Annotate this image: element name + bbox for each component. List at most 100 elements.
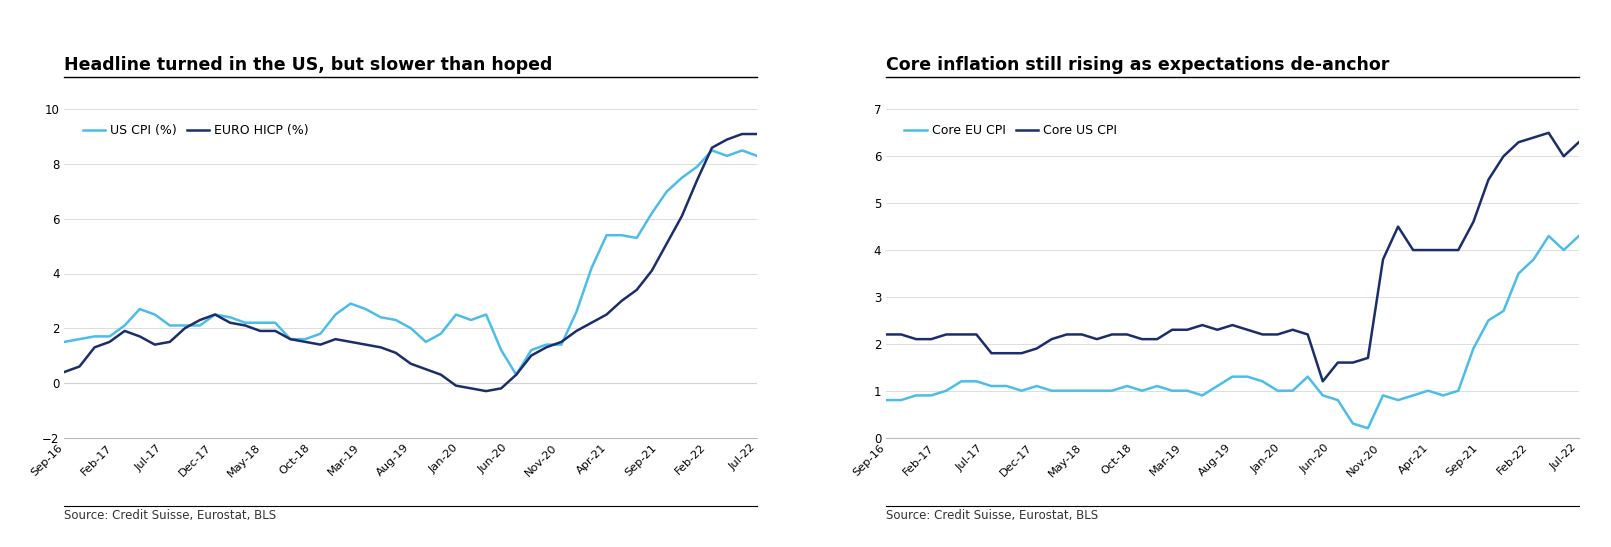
US CPI (%) xyxy=(506,371,525,378)
EURO HICP (%) xyxy=(461,385,480,392)
Core US CPI xyxy=(1042,336,1062,342)
US CPI (%) xyxy=(688,164,707,170)
EURO HICP (%) xyxy=(311,341,330,348)
Core EU CPI xyxy=(1403,392,1423,399)
Text: Source: Credit Suisse, Eurostat, BLS: Source: Credit Suisse, Eurostat, BLS xyxy=(64,509,277,522)
EURO HICP (%) xyxy=(717,136,736,143)
Core EU CPI xyxy=(1434,392,1453,399)
US CPI (%) xyxy=(567,309,586,315)
US CPI (%) xyxy=(100,333,119,340)
EURO HICP (%) xyxy=(688,177,707,184)
Core US CPI xyxy=(1237,327,1257,333)
US CPI (%) xyxy=(356,306,375,312)
Core EU CPI xyxy=(1510,270,1529,277)
Core EU CPI xyxy=(1147,383,1166,389)
Core US CPI xyxy=(1253,331,1273,337)
US CPI (%) xyxy=(551,341,570,348)
EURO HICP (%) xyxy=(325,336,345,342)
EURO HICP (%) xyxy=(582,319,601,326)
Core EU CPI xyxy=(1237,374,1257,380)
Core EU CPI xyxy=(1358,425,1377,432)
EURO HICP (%) xyxy=(130,333,150,340)
Text: Source: Credit Suisse, Eurostat, BLS: Source: Credit Suisse, Eurostat, BLS xyxy=(886,509,1099,522)
Core US CPI xyxy=(1434,247,1453,253)
Core EU CPI xyxy=(1298,374,1318,380)
US CPI (%) xyxy=(371,314,390,321)
US CPI (%) xyxy=(311,330,330,337)
Core US CPI xyxy=(1510,139,1529,146)
Core US CPI xyxy=(1419,247,1439,253)
EURO HICP (%) xyxy=(251,328,271,334)
EURO HICP (%) xyxy=(643,267,662,274)
US CPI (%) xyxy=(251,319,271,326)
US CPI (%) xyxy=(432,330,451,337)
Core US CPI xyxy=(1102,331,1121,337)
EURO HICP (%) xyxy=(356,341,375,348)
Core EU CPI xyxy=(952,378,971,385)
Core US CPI xyxy=(1373,256,1392,263)
Core EU CPI xyxy=(1073,387,1092,394)
US CPI (%) xyxy=(221,314,240,321)
Core US CPI xyxy=(1192,322,1211,328)
Text: Core inflation still rising as expectations de-anchor: Core inflation still rising as expectati… xyxy=(886,56,1389,74)
EURO HICP (%) xyxy=(733,131,752,137)
US CPI (%) xyxy=(130,306,150,312)
EURO HICP (%) xyxy=(477,388,496,394)
Core US CPI xyxy=(1223,322,1242,328)
US CPI (%) xyxy=(416,339,435,345)
Core US CPI xyxy=(1178,327,1197,333)
EURO HICP (%) xyxy=(266,328,285,334)
Core EU CPI xyxy=(1464,345,1484,352)
Core US CPI xyxy=(1479,177,1498,183)
US CPI (%) xyxy=(235,319,255,326)
Core EU CPI xyxy=(1253,378,1273,385)
Core US CPI xyxy=(1555,153,1574,160)
Core US CPI xyxy=(1524,134,1543,141)
US CPI (%) xyxy=(85,333,105,340)
Core EU CPI xyxy=(1569,232,1588,239)
Core EU CPI xyxy=(1223,374,1242,380)
US CPI (%) xyxy=(598,232,617,238)
Core US CPI xyxy=(907,336,926,342)
Core US CPI xyxy=(1358,354,1377,361)
US CPI (%) xyxy=(643,210,662,217)
Core US CPI xyxy=(1389,223,1408,230)
EURO HICP (%) xyxy=(296,339,316,345)
US CPI (%) xyxy=(159,322,179,329)
Core EU CPI xyxy=(1057,387,1076,394)
EURO HICP (%) xyxy=(491,385,511,392)
EURO HICP (%) xyxy=(69,363,89,370)
Legend: Core EU CPI, Core US CPI: Core EU CPI, Core US CPI xyxy=(899,119,1123,142)
EURO HICP (%) xyxy=(432,371,451,378)
Core EU CPI xyxy=(1389,397,1408,403)
Core EU CPI xyxy=(1026,383,1046,389)
Core US CPI xyxy=(1403,247,1423,253)
Core EU CPI xyxy=(1448,387,1468,394)
Core EU CPI xyxy=(1493,308,1513,315)
Core US CPI xyxy=(1493,153,1513,160)
Core EU CPI xyxy=(981,383,1000,389)
Core US CPI xyxy=(1282,327,1302,333)
US CPI (%) xyxy=(342,300,361,307)
US CPI (%) xyxy=(114,322,134,329)
Core EU CPI xyxy=(1344,420,1363,427)
Core US CPI xyxy=(1208,327,1228,333)
EURO HICP (%) xyxy=(598,311,617,318)
Core EU CPI xyxy=(1268,387,1287,394)
Line: EURO HICP (%): EURO HICP (%) xyxy=(64,134,757,391)
US CPI (%) xyxy=(266,319,285,326)
Core US CPI xyxy=(1313,378,1332,385)
Core US CPI xyxy=(1344,359,1363,366)
US CPI (%) xyxy=(733,147,752,154)
EURO HICP (%) xyxy=(522,352,541,359)
Core US CPI xyxy=(1539,130,1558,136)
Core EU CPI xyxy=(1192,392,1211,399)
Core EU CPI xyxy=(1118,383,1137,389)
US CPI (%) xyxy=(477,311,496,318)
Core EU CPI xyxy=(1087,387,1107,394)
Core EU CPI xyxy=(1282,387,1302,394)
Core US CPI xyxy=(1087,336,1107,342)
Core EU CPI xyxy=(921,392,941,399)
EURO HICP (%) xyxy=(145,341,164,348)
Text: Headline turned in the US, but slower than hoped: Headline turned in the US, but slower th… xyxy=(64,56,553,74)
